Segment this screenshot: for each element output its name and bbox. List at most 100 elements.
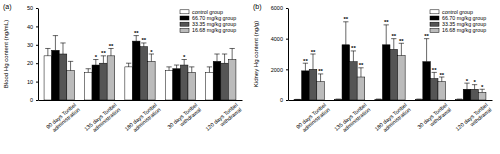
bar [415,99,423,100]
bar [140,47,148,100]
figure: 0102030405090 days Tonbeladministration1… [0,0,500,154]
error-cap [207,66,212,67]
significance: * [473,79,476,85]
error-bar [434,72,435,78]
error-cap [295,99,300,100]
y-axis: 0200040006000 [271,5,289,103]
bar [52,50,60,100]
significance: * [150,49,153,55]
x-tick-label: 180 days Tonbeladministration [123,102,161,137]
significance: * [481,84,484,90]
legend-label: 16.68 mg/kg group [442,27,486,33]
y-tick-mark [36,45,38,46]
y-axis: 01020304050 [27,5,39,103]
bar [375,99,383,100]
y-tick-label: 40 [27,24,33,30]
y-tick-mark [36,100,38,101]
y-tick: 20 [27,60,38,66]
bar [350,62,358,100]
annotations: *********** [95,30,186,60]
significance: ** [343,16,348,22]
legend-swatch [180,10,189,14]
bar [92,65,100,100]
error-bar [217,54,218,61]
y-axis-line [38,9,39,101]
x-tick-label: 90 days Tonbeladministration [295,102,331,135]
x-axis: 90 days Tonbeladministration135 days Ton… [39,101,243,137]
x-tick: 120 days Tonbelwithdrawal [454,102,492,137]
legend-entry: control group [430,9,473,15]
x-tick: 30 days Tonbelwithdrawal [416,102,452,135]
y-tick-mark [36,26,38,27]
y-tick-mark [36,63,38,64]
bar [59,54,67,100]
error-cap [222,54,227,55]
y-tick-label: 2000 [271,67,283,73]
legend-swatch [430,28,439,32]
error-bar [320,74,321,82]
bar [357,77,365,100]
error-bar [55,36,56,51]
legend-swatch [180,22,189,26]
x-axis-line [39,100,243,101]
error-cap [416,99,421,100]
x-tick: 135 days Tonbeladministration [333,102,371,137]
legend-entry: 16.68 mg/kg group [430,27,486,33]
x-tick: 90 days Tonbeladministration [295,102,331,135]
legend-label: 33.35 mg/kg group [192,21,236,27]
bar [390,49,398,100]
series [309,39,478,100]
bar [188,72,196,100]
significance: ** [399,38,404,44]
error-cap [457,99,462,100]
marks [44,36,236,100]
y-tick-label: 4000 [271,36,283,42]
error-bar [151,54,152,61]
error-cap [86,68,91,69]
error-bar [88,69,89,73]
significance: ** [318,68,323,74]
y-tick: 10 [27,79,38,85]
error-bar [95,60,96,66]
x-tick: 120 days Tonbelwithdrawal [204,102,242,137]
error-bar [103,56,104,63]
x-tick-label: 30 days Tonbelwithdrawal [416,102,452,135]
significance: ** [384,19,389,25]
bar [228,60,236,100]
bar [213,61,221,100]
x-tick: 135 days Tonbeladministration [83,102,121,137]
bar [398,56,406,100]
legend-entry: 33.35 mg/kg group [180,21,236,27]
legend-swatch [180,28,189,32]
x-tick-label: 120 days Tonbelwithdrawal [454,102,492,137]
bar [180,65,188,100]
y-axis-line [288,9,289,101]
error-bar [136,36,137,42]
significance: * [95,54,98,60]
error-bar [345,22,346,45]
legend-swatch [430,16,439,20]
y-tick: 40 [27,24,38,30]
x-axis: 90 days Tonbeladministration135 days Ton… [289,101,493,137]
significance: ** [311,49,316,55]
y-tick: 2000 [271,67,288,73]
error-bar [467,83,468,89]
error-bar [209,67,210,73]
y-tick-label: 30 [27,42,33,48]
legend-label: 66.70 mg/kg group [192,15,236,21]
plot: 020004000600090 days Tonbeladministratio… [271,5,493,136]
y-tick: 4000 [271,36,288,42]
bar [317,82,325,100]
bar [294,99,302,100]
series [44,48,213,100]
error-cap [68,61,73,62]
legend-entry: control group [180,9,223,15]
bar [148,61,156,100]
significance: ** [439,72,444,78]
legend: control group66.70 mg/kg group33.35 mg/k… [180,9,236,34]
bar [165,71,173,100]
panel: 020004000600090 days Tonbeladministratio… [253,3,493,137]
x-tick-label: 135 days Tonbeladministration [333,102,371,137]
error-cap [336,99,341,100]
bar [302,71,310,100]
